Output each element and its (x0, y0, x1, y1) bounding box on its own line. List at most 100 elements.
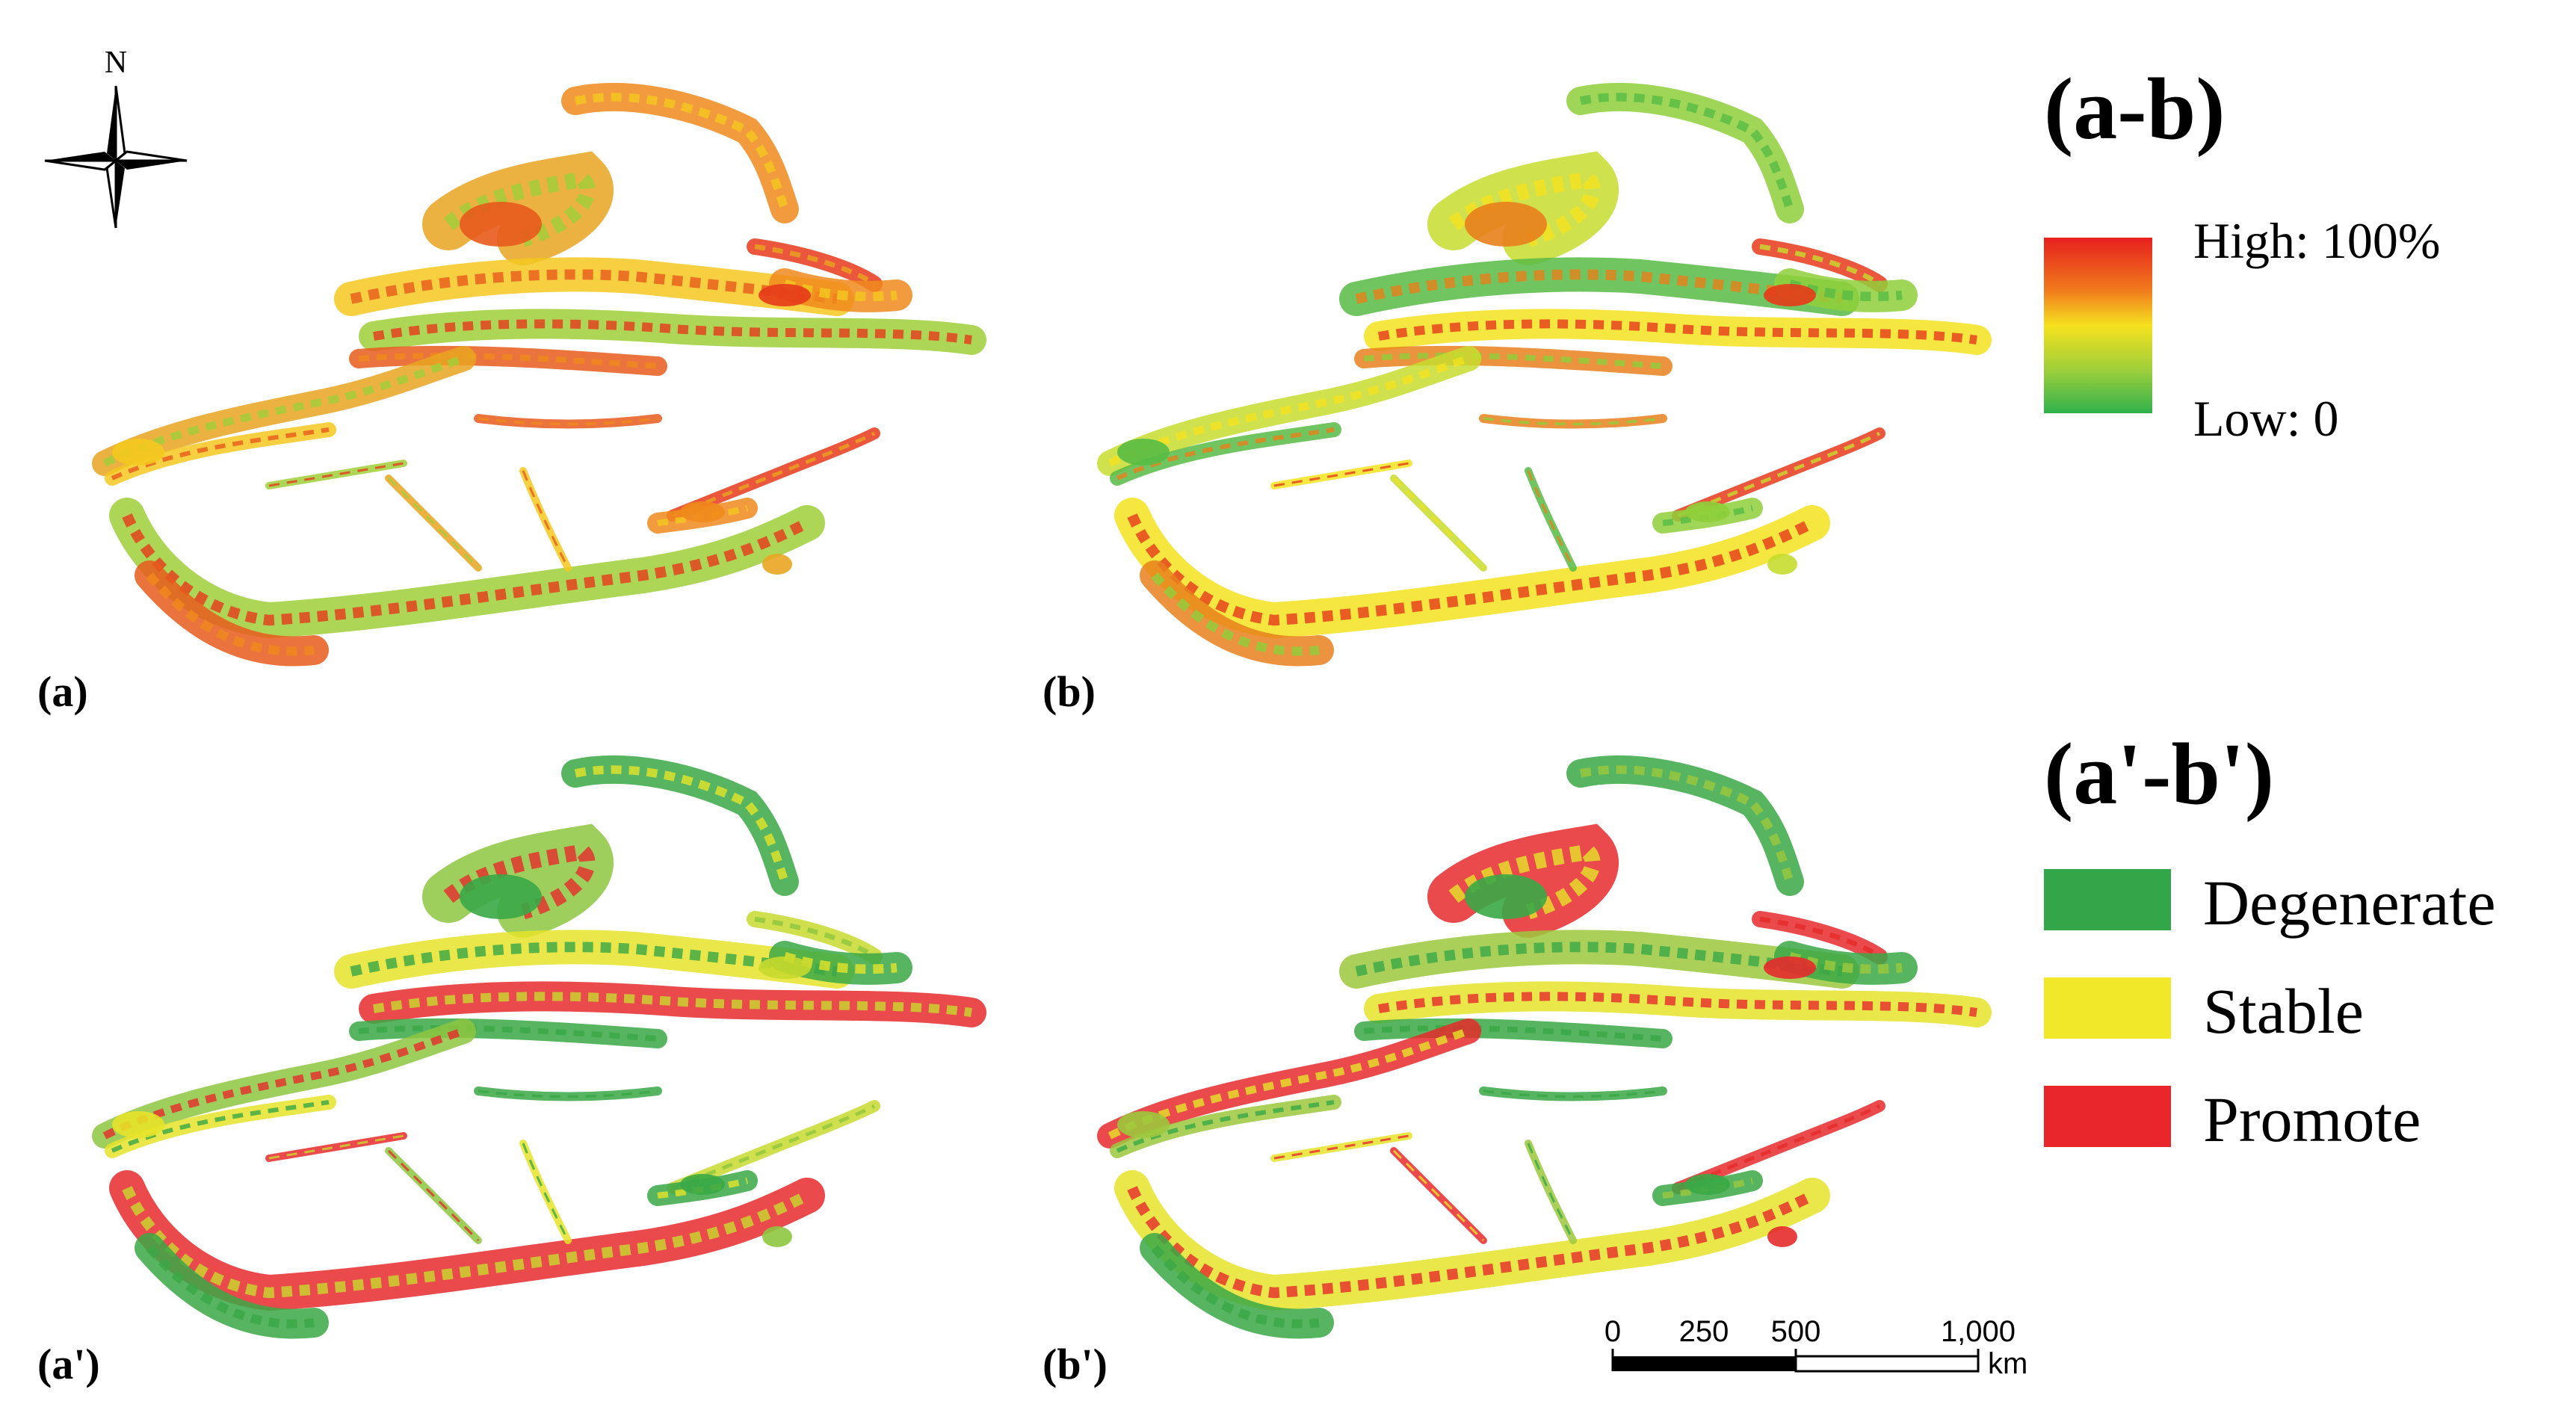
vegetation-texture (1355, 942, 1843, 977)
vegetation-texture (1448, 843, 1601, 920)
vegetation-patch (1117, 1111, 1170, 1138)
vegetation-texture (1579, 765, 1794, 883)
vegetation-texture (146, 572, 315, 656)
vegetation-texture (1108, 1027, 1470, 1140)
vegetation-patch (1767, 1226, 1797, 1247)
vegetation-band (1270, 1132, 1412, 1162)
legend-low-label: Low: 0 (2193, 390, 2339, 447)
panel-label-a-prime: (a') (37, 1340, 100, 1388)
legend-high-label: High: 100% (2193, 212, 2441, 269)
scale-bar (1611, 1349, 1980, 1373)
vegetation-texture (1378, 992, 1977, 1017)
vegetation-band (265, 1132, 407, 1162)
vegetation-texture (1378, 319, 1977, 344)
vegetation-texture (1788, 951, 1903, 974)
legend-swatch-promote (2044, 1086, 2171, 1147)
vegetation-texture (754, 916, 876, 959)
region-shapes (92, 755, 986, 1339)
vegetation-band (265, 460, 407, 489)
legend-categorical-title: (a'-b') (2044, 725, 2274, 823)
vegetation-band (1270, 460, 1412, 489)
vegetation-texture (1527, 1143, 1575, 1241)
vegetation-texture (1483, 1089, 1664, 1098)
vegetation-texture (783, 951, 898, 974)
vegetation-texture (478, 417, 658, 426)
vegetation-texture (574, 93, 789, 211)
vegetation-texture (1116, 1100, 1335, 1153)
map-panel-a-prime (92, 755, 986, 1339)
vegetation-texture (102, 355, 465, 467)
vegetation-texture (1579, 93, 1794, 211)
vegetation-patch (460, 202, 542, 247)
scale-tick-0: 0 (1604, 1315, 1621, 1348)
vegetation-texture (1108, 355, 1470, 467)
vegetation-texture (1363, 352, 1664, 369)
vegetation-texture (1392, 1149, 1485, 1242)
vegetation-patch (762, 1226, 792, 1247)
vegetation-patch (1764, 284, 1816, 306)
map-panel-b-prime (1097, 755, 1992, 1339)
vegetation-patch (460, 874, 542, 919)
vegetation-texture (443, 843, 596, 920)
vegetation-texture (1759, 244, 1881, 286)
vegetation-patch (1764, 956, 1816, 979)
vegetation-texture (754, 244, 876, 286)
legend-continuous-title: (a-b) (2044, 60, 2226, 158)
vegetation-patch (759, 956, 811, 979)
map-panel-b (1097, 83, 1992, 667)
vegetation-patch (680, 501, 725, 522)
compass-rose-icon (44, 85, 188, 229)
vegetation-texture (1151, 1245, 1320, 1329)
panel-label-b: (b) (1043, 667, 1096, 716)
vegetation-patch (1685, 1174, 1730, 1195)
vegetation-texture (1355, 269, 1843, 304)
vegetation-patch (762, 554, 792, 575)
vegetation-texture (373, 992, 972, 1017)
vegetation-texture (111, 427, 330, 480)
vegetation-texture (350, 269, 838, 304)
legend-swatch-stable (2044, 977, 2171, 1039)
vegetation-texture (373, 319, 972, 344)
vegetation-texture (1788, 279, 1903, 302)
vegetation-texture (102, 1027, 465, 1140)
vegetation-texture (350, 942, 838, 977)
vegetation-patch (1465, 202, 1547, 247)
vegetation-patch (112, 439, 164, 466)
vegetation-texture (1759, 916, 1881, 959)
vegetation-texture (111, 1100, 330, 1153)
region-shapes (1097, 755, 1992, 1339)
vegetation-patch (1117, 439, 1170, 466)
panel-label-a: (a) (37, 667, 88, 716)
map-panel-a (92, 83, 986, 667)
vegetation-patch (759, 284, 811, 306)
vegetation-texture (478, 1089, 658, 1098)
vegetation-texture (358, 352, 658, 369)
vegetation-texture (1527, 470, 1575, 569)
vegetation-texture (146, 1245, 315, 1329)
compass-north-label: N (105, 46, 127, 80)
legend-label-degenerate: Degenerate (2203, 867, 2496, 939)
vegetation-patch (1767, 554, 1797, 575)
vegetation-patch (112, 1111, 164, 1138)
region-shapes (92, 83, 986, 667)
vegetation-texture (387, 477, 480, 569)
vegetation-texture (358, 1024, 658, 1042)
vegetation-texture (1127, 1186, 1815, 1299)
vegetation-patch (680, 1174, 725, 1195)
vegetation-texture (1116, 427, 1335, 480)
vegetation-texture (1363, 1024, 1664, 1042)
vegetation-texture (1448, 170, 1601, 247)
vegetation-patch (1465, 874, 1547, 919)
legend-label-promote: Promote (2203, 1084, 2421, 1155)
vegetation-texture (522, 1143, 569, 1241)
vegetation-texture (783, 279, 898, 302)
vegetation-texture (522, 470, 569, 569)
panel-label-b-prime: (b') (1043, 1340, 1108, 1388)
region-shapes (1097, 83, 1992, 667)
scale-tick-500: 500 (1771, 1315, 1821, 1348)
scale-unit: km (1988, 1347, 2027, 1380)
vegetation-texture (1127, 513, 1815, 626)
scale-tick-1000: 1,000 (1941, 1315, 2016, 1348)
scale-tick-250: 250 (1679, 1315, 1729, 1348)
